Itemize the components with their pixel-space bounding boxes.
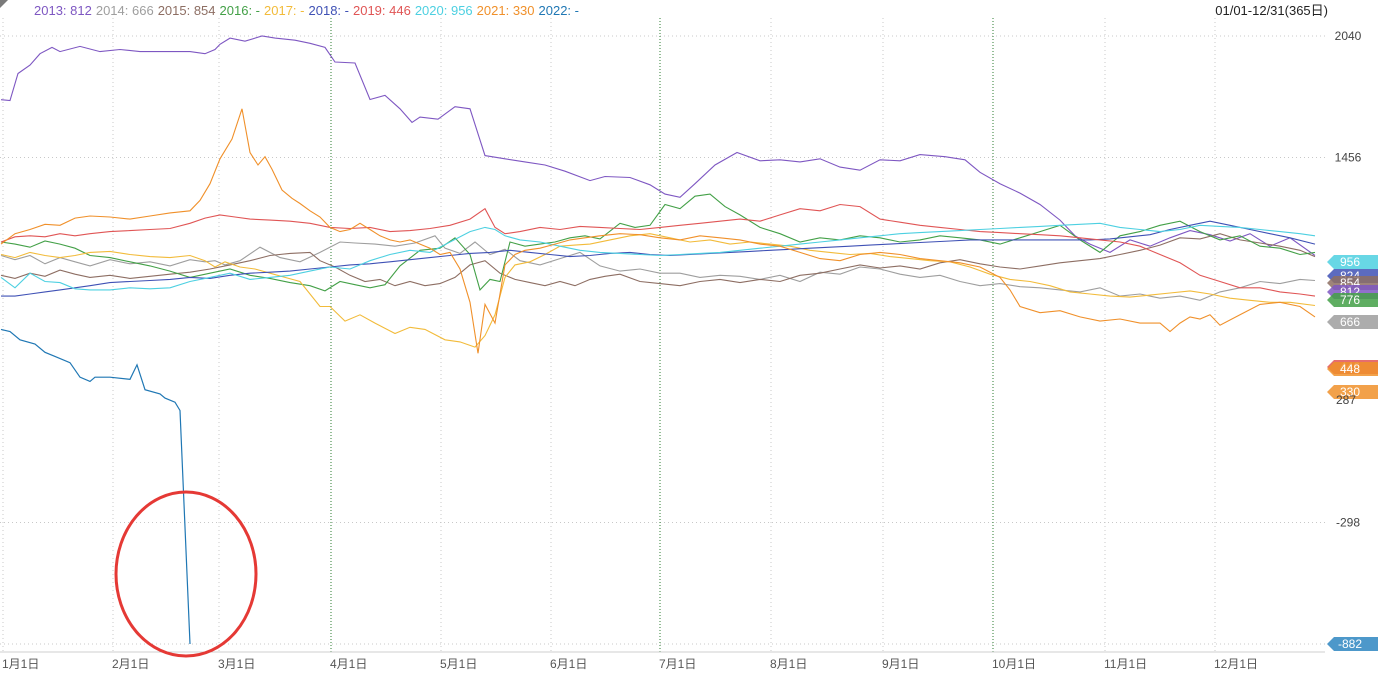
series-line-2022 [0,328,191,645]
series-line-2013 [0,35,1316,256]
x-tick-label: 8月1日 [770,657,807,671]
price-tag-label: 330 [1340,385,1360,399]
x-axis: 1月1日 2月1日 3月1日 4月1日 5月1日 6月1日 7月1日 8月1日 9月1日 10月1… [0,651,1325,671]
grid [0,18,1325,652]
y-tick-label: 287 [1336,393,1356,407]
price-tag-bg [1327,637,1378,651]
price-tags: 956824854812776666446448330287-882 [1327,255,1378,651]
price-tag-bg [1327,385,1378,399]
series-line-2014 [0,235,1316,301]
legend-item-2016[interactable]: 2016: - [219,3,261,18]
price-tag-label: 666 [1340,315,1360,329]
y-tick-label: -298 [1336,515,1360,529]
series-line-2018 [1,220,1316,297]
series-line-2015 [0,233,1316,287]
y-axis: 2040 1456 -298 [1335,29,1362,529]
legend-item-2022[interactable]: 2022: - [538,3,579,18]
price-tag-bg [1327,255,1378,269]
legend-item-2020[interactable]: 2020: 956 [414,3,473,18]
x-tick-label: 12月1日 [1214,657,1258,671]
price-tag-label: 448 [1340,362,1360,376]
annotation-layer [114,490,258,658]
y-tick-label: 2040 [1335,29,1362,43]
series-line-2016 [0,193,1316,292]
x-tick-label: 5月1日 [440,657,477,671]
price-tag-bg [1327,362,1378,376]
x-tick-label: 6月1日 [550,657,587,671]
price-tag-bg [1327,315,1378,329]
legend-item-2019[interactable]: 2019: 446 [352,3,411,18]
price-tag-label: 956 [1340,255,1360,269]
price-tag-label: -882 [1338,637,1362,651]
legend-item-2021[interactable]: 2021: 330 [476,3,535,18]
x-tick-label: 10月1日 [992,657,1036,671]
series-line-2017 [0,233,1316,348]
series-line-2020 [0,222,1316,291]
y-tick-label: 1456 [1335,151,1362,165]
x-tick-label: 3月1日 [218,657,255,671]
corner-arrow-icon[interactable] [0,0,8,8]
legend-item-2014[interactable]: 2014: 666 [95,3,154,18]
legend-items: 2013: 812 2014: 666 2015: 854 2016: -2017: … [34,0,583,22]
x-tick-label: 1月1日 [2,657,39,671]
legend-item-2018[interactable]: 2018: - [308,3,349,18]
price-tag-bg [1327,293,1378,307]
x-tick-label: 2月1日 [112,657,149,671]
legend-item-2017[interactable]: 2017: - [264,3,305,18]
legend-item-2015[interactable]: 2015: 854 [157,3,216,18]
x-tick-label: 4月1日 [330,657,367,671]
legend: 2013: 812 2014: 666 2015: 854 2016: -2017: … [0,0,1180,22]
x-tick-label: 9月1日 [882,657,919,671]
legend-item-2013[interactable]: 2013: 812 [34,3,92,18]
series-line-2019 [0,203,1316,297]
series-line-2021 [0,108,1316,354]
series-lines [0,35,1316,645]
price-tag-label: 776 [1340,293,1360,307]
x-tick-label: 11月1日 [1104,657,1147,671]
x-tick-label: 7月1日 [659,657,696,671]
highlight-circle [114,490,258,658]
date-range-label: 01/01-12/31(365日) [1215,3,1328,18]
